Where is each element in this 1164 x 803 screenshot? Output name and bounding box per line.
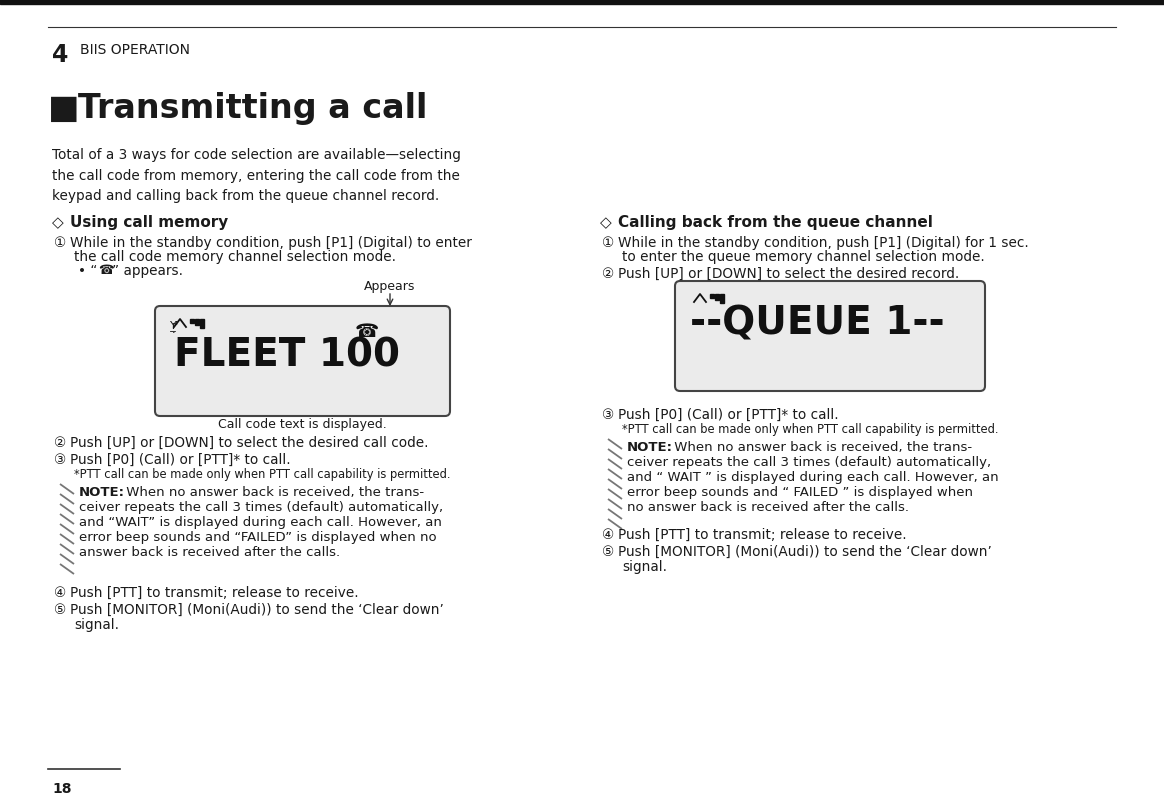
- Text: Total of a 3 ways for code selection are available—selecting
the call code from : Total of a 3 ways for code selection are…: [52, 148, 461, 203]
- Bar: [0, 0, 1164, 5]
- Text: ceiver repeats the call 3 times (default) automatically,: ceiver repeats the call 3 times (default…: [79, 500, 443, 513]
- Text: NOTE:: NOTE:: [79, 485, 125, 499]
- Text: error beep sounds and “FAILED” is displayed when no: error beep sounds and “FAILED” is displa…: [79, 530, 436, 544]
- Text: When no answer back is received, the trans-: When no answer back is received, the tra…: [670, 441, 972, 454]
- Text: 18: 18: [52, 781, 71, 795]
- Text: When no answer back is received, the trans-: When no answer back is received, the tra…: [122, 485, 424, 499]
- Text: ②: ②: [602, 267, 615, 281]
- Bar: [196, 320, 199, 325]
- Text: ③: ③: [602, 407, 615, 422]
- Text: answer back is received after the calls.: answer back is received after the calls.: [79, 545, 340, 558]
- Text: ⑤: ⑤: [54, 602, 66, 616]
- Text: While in the standby condition, push [P1] (Digital) to enter: While in the standby condition, push [P1…: [70, 236, 471, 250]
- FancyBboxPatch shape: [155, 307, 450, 417]
- Text: ⑤: ⑤: [602, 544, 615, 558]
- Text: ②: ②: [54, 435, 66, 450]
- Text: ◇: ◇: [52, 214, 64, 230]
- Text: Using call memory: Using call memory: [70, 214, 228, 230]
- Text: NOTE:: NOTE:: [627, 441, 673, 454]
- Text: error beep sounds and “ FAILED ” is displayed when: error beep sounds and “ FAILED ” is disp…: [627, 485, 973, 499]
- Text: to enter the queue memory channel selection mode.: to enter the queue memory channel select…: [622, 250, 985, 263]
- Text: BIIS OPERATION: BIIS OPERATION: [80, 43, 190, 57]
- Text: While in the standby condition, push [P1] (Digital) for 1 sec.: While in the standby condition, push [P1…: [618, 236, 1029, 250]
- Text: Push [UP] or [DOWN] to select the desired record.: Push [UP] or [DOWN] to select the desire…: [618, 267, 959, 281]
- Text: and “ WAIT ” is displayed during each call. However, an: and “ WAIT ” is displayed during each ca…: [627, 471, 999, 483]
- Bar: [200, 320, 204, 328]
- Text: Push [PTT] to transmit; release to receive.: Push [PTT] to transmit; release to recei…: [70, 585, 359, 599]
- Text: Calling back from the queue channel: Calling back from the queue channel: [618, 214, 932, 230]
- Text: ■: ■: [48, 92, 79, 124]
- Text: signal.: signal.: [74, 618, 119, 631]
- Text: ☎: ☎: [355, 321, 379, 340]
- Text: 4: 4: [52, 43, 69, 67]
- Text: ☎: ☎: [98, 263, 114, 277]
- Text: --QUEUE 1--: --QUEUE 1--: [690, 304, 945, 343]
- Text: ①: ①: [54, 236, 66, 250]
- Text: Y̲ᴵ: Y̲ᴵ: [170, 320, 179, 331]
- Text: Push [UP] or [DOWN] to select the desired call code.: Push [UP] or [DOWN] to select the desire…: [70, 435, 428, 450]
- Text: ③: ③: [54, 452, 66, 467]
- Text: ①: ①: [602, 236, 615, 250]
- Text: the call code memory channel selection mode.: the call code memory channel selection m…: [74, 250, 396, 263]
- Text: Push [P0] (Call) or [PTT]* to call.: Push [P0] (Call) or [PTT]* to call.: [618, 407, 838, 422]
- Text: ④: ④: [602, 528, 615, 541]
- Bar: [710, 295, 714, 299]
- Text: no answer back is received after the calls.: no answer back is received after the cal…: [627, 500, 909, 513]
- Text: and “WAIT” is displayed during each call. However, an: and “WAIT” is displayed during each call…: [79, 516, 442, 528]
- Text: Push [MONITOR] (Moni(Audi)) to send the ‘Clear down’: Push [MONITOR] (Moni(Audi)) to send the …: [618, 544, 992, 558]
- Text: Transmitting a call: Transmitting a call: [78, 92, 427, 124]
- Text: FLEET 100: FLEET 100: [173, 336, 400, 374]
- Text: Push [P0] (Call) or [PTT]* to call.: Push [P0] (Call) or [PTT]* to call.: [70, 452, 291, 467]
- Bar: [190, 320, 193, 324]
- Text: ◇: ◇: [599, 214, 612, 230]
- Text: *PTT call can be made only when PTT call capability is permitted.: *PTT call can be made only when PTT call…: [622, 422, 999, 435]
- Text: ④: ④: [54, 585, 66, 599]
- Text: Push [MONITOR] (Moni(Audi)) to send the ‘Clear down’: Push [MONITOR] (Moni(Audi)) to send the …: [70, 602, 443, 616]
- Text: Call code text is displayed.: Call code text is displayed.: [218, 418, 386, 430]
- Text: Appears: Appears: [364, 279, 416, 292]
- Text: • “: • “: [78, 263, 98, 278]
- Text: ” appears.: ” appears.: [112, 263, 183, 278]
- Text: ceiver repeats the call 3 times (default) automatically,: ceiver repeats the call 3 times (default…: [627, 455, 991, 468]
- Bar: [721, 295, 724, 304]
- Text: *PTT call can be made only when PTT call capability is permitted.: *PTT call can be made only when PTT call…: [74, 467, 450, 480]
- Bar: [715, 295, 718, 300]
- Text: signal.: signal.: [622, 560, 667, 573]
- FancyBboxPatch shape: [675, 282, 985, 392]
- Text: Push [PTT] to transmit; release to receive.: Push [PTT] to transmit; release to recei…: [618, 528, 907, 541]
